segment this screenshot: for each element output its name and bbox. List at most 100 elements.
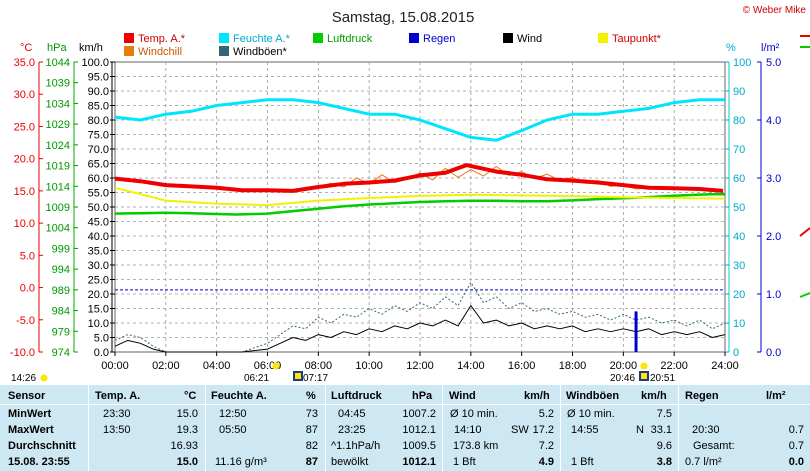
legend-swatch-regen <box>409 33 419 43</box>
rain-axis-tick-label: 1.0 <box>766 289 781 301</box>
rain-bar <box>634 311 638 352</box>
row-luft-time: ^1.1hPa/h <box>331 440 381 452</box>
humidity-axis-tick-label: 30 <box>733 260 745 272</box>
humidity-axis-tick-label: 0 <box>733 347 739 359</box>
col-divider <box>205 385 206 471</box>
axis-header-pressure: hPa <box>47 42 67 54</box>
x-axis-tick-label: 20:00 <box>610 360 638 372</box>
temp-axis-tick-label: -5.0 <box>16 315 35 327</box>
sunset-time: 20:51 <box>650 373 675 384</box>
row-boeen-val: 3.8 <box>656 456 672 468</box>
moonset-icon <box>639 371 649 381</box>
legend-label-feuchte: Feuchte A.* <box>233 33 291 45</box>
row-feuchte-val: 87 <box>305 456 318 468</box>
wind-axis-tick-label: 60.0 <box>88 173 109 185</box>
table-divider <box>0 404 810 405</box>
row-temp-val: 19.3 <box>176 424 198 436</box>
pressure-axis-tick-label: 974 <box>52 347 70 359</box>
wind-axis-tick-label: 95.0 <box>88 72 109 84</box>
header-feuchte-unit: % <box>306 390 316 402</box>
legend-swatch-luftdruck <box>313 33 323 43</box>
rain-axis-tick-label: 3.0 <box>766 173 781 185</box>
legend-label-luftdruck: Luftdruck <box>327 33 373 45</box>
wind-axis-tick-label: 30.0 <box>88 260 109 272</box>
edge-fragments <box>799 35 810 298</box>
wind-axis-tick-label: 90.0 <box>88 86 109 98</box>
humidity-axis-tick-label: 20 <box>733 289 745 301</box>
temp-axis-tick-label: 0.0 <box>20 283 35 295</box>
weather-chart: Samstag, 15.08.2015 © Weber Mike Temp. A… <box>10 5 810 384</box>
edge-line-red-2 <box>799 227 810 237</box>
x-axis-tick-label: 08:00 <box>305 360 333 372</box>
row-boeen-a: Ø 10 min. <box>567 408 615 420</box>
humidity-axis-tick-label: 100 <box>733 57 751 69</box>
pressure-axis-tick-label: 1019 <box>46 161 70 173</box>
row-wind-a: 1 Bft <box>453 456 476 468</box>
legend-label-wind: Wind <box>517 33 542 45</box>
header-luft: Luftdruck <box>331 390 382 402</box>
pressure-axis-tick-label: 979 <box>52 326 70 338</box>
header-boeen-unit: km/h <box>641 390 667 402</box>
axis-header-temp: °C <box>20 42 32 54</box>
row-luft-val: 1007.2 <box>402 408 436 420</box>
header-luft-unit: hPa <box>412 390 433 402</box>
sunrise-icon <box>272 362 280 370</box>
col-divider <box>325 385 326 471</box>
wind-axis-tick-label: 45.0 <box>88 217 109 229</box>
wind-axis-tick-label: 35.0 <box>88 246 109 258</box>
wind-axis-tick-label: 40.0 <box>88 231 109 243</box>
rain-axis-tick-label: 2.0 <box>766 231 781 243</box>
row-wind-a: 14:10 <box>454 424 482 436</box>
row-feuchte-time: 11.16 g/m³ <box>215 456 267 468</box>
axes: 35.0 30.0 25.0 20.0 15.0 10.0 5.0 0.0 -5.0 -10.0 1… <box>10 57 781 372</box>
chart-title: Samstag, 15.08.2015 <box>332 9 475 26</box>
row-luft-val: 1012.1 <box>402 424 436 436</box>
legend-label-taupunkt: Taupunkt* <box>612 33 662 45</box>
wind-axis-tick-label: 5.0 <box>94 333 109 345</box>
row-wind-val: 17.2 <box>532 424 554 436</box>
wind-axis-tick-label: 50.0 <box>88 202 109 214</box>
header-wind: Wind <box>449 390 476 402</box>
col-divider <box>560 385 561 471</box>
row-temp-val: 15.0 <box>176 456 198 468</box>
temp-axis-tick-label: 15.0 <box>14 186 35 198</box>
row-boeen-a: 1 Bft <box>571 456 594 468</box>
row-feuchte-val: 73 <box>305 408 318 420</box>
series-line-feuchte-a <box>114 98 725 142</box>
row-feuchte-val: 87 <box>305 424 318 436</box>
col-divider <box>88 385 89 471</box>
x-axis-tick-label: 22:00 <box>660 360 688 372</box>
row-boeen-b: N <box>636 424 644 436</box>
sunset-icon <box>640 362 648 370</box>
wind-axis-tick-label: 0.0 <box>94 347 109 359</box>
pressure-axis-tick-label: 1044 <box>46 57 70 69</box>
x-axis-tick-label: 04:00 <box>203 360 231 372</box>
legend: Temp. A.* Feuchte A.* Luftdruck Regen Wi… <box>124 33 662 58</box>
temp-axis-tick-label: 5.0 <box>20 250 35 262</box>
wind-axis-tick-label: 15.0 <box>88 304 109 316</box>
sun-row: 14:26 06:21 07:17 20:46 20:51 <box>11 362 675 384</box>
pressure-axis-tick-label: 1034 <box>46 98 70 110</box>
credit-text: © Weber Mike <box>743 5 807 16</box>
legend-label-regen: Regen <box>423 33 455 45</box>
moonrise-icon <box>293 371 303 381</box>
pressure-axis-tick-label: 1039 <box>46 78 70 90</box>
humidity-axis-tick-label: 60 <box>733 173 745 185</box>
header-boeen: Windböen <box>566 390 620 402</box>
legend-label-windboeen: Windböen* <box>233 46 288 58</box>
wind-axis-tick-label: 10.0 <box>88 318 109 330</box>
series-line-taupunkt <box>114 186 726 207</box>
x-axis-tick-label: 00:00 <box>101 360 129 372</box>
pressure-axis-tick-label: 1014 <box>46 181 70 193</box>
row-wind-a: Ø 10 min. <box>450 408 498 420</box>
row-regen-val: 0.7 <box>788 440 804 452</box>
pressure-axis-tick-label: 989 <box>52 285 70 297</box>
pressure-axis-tick-label: 999 <box>52 243 70 255</box>
wind-axis-tick-label: 25.0 <box>88 275 109 287</box>
pressure-axis-tick-label: 994 <box>52 264 70 276</box>
header-regen: Regen <box>685 390 719 402</box>
header-feuchte: Feuchte A. <box>211 390 267 402</box>
row-luft-time: 23:25 <box>338 424 366 436</box>
humidity-axis-tick-label: 10 <box>733 318 745 330</box>
pressure-axis-tick-label: 1009 <box>46 202 70 214</box>
